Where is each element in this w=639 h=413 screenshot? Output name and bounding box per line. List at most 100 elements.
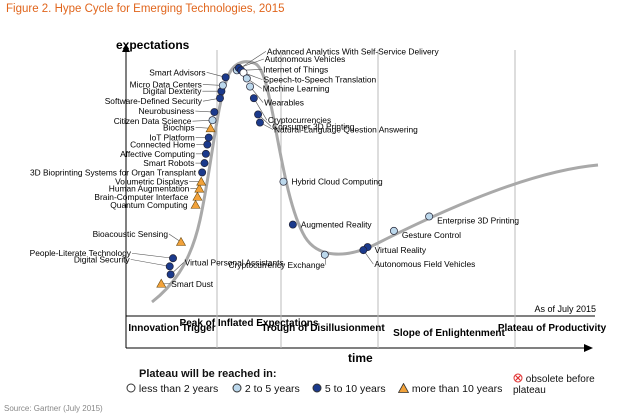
label-3d-bioprinting-systems-for-organ-transplant: 3D Bioprinting Systems for Organ Transpl… — [30, 167, 197, 177]
label-hybrid-cloud-computing: Hybrid Cloud Computing — [291, 177, 383, 187]
point-bioacoustic-sensing — [175, 236, 187, 246]
label-augmented-reality: Augmented Reality — [301, 220, 373, 230]
label-consumer-3d-printing: Consumer 3D Printing — [272, 121, 355, 131]
label-enterprise-3d-printing: Enterprise 3D Printing — [437, 215, 519, 225]
label-autonomous-field-vehicles: Autonomous Field Vehicles — [374, 259, 475, 269]
label-internet-of-things: Internet of Things — [263, 64, 328, 74]
phase-label: Slope of Enlightenment — [393, 328, 505, 339]
point-cryptocurrency-exchange — [320, 250, 329, 259]
point-enterprise-3d-printing — [425, 212, 434, 221]
x-axis-label: time — [348, 351, 373, 365]
label-autonomous-vehicles: Autonomous Vehicles — [265, 54, 346, 64]
phase-label: Trough of Disillusionment — [261, 323, 385, 334]
label-natural-language-question-answering: Natural-Language Question Answering — [274, 125, 418, 135]
source-note: Source: Gartner (July 2015) — [4, 404, 103, 413]
label-citizen-data-science: Citizen Data Science — [114, 116, 192, 126]
point-digital-security — [165, 262, 174, 271]
label-wearables: Wearables — [264, 98, 304, 108]
point-connected-home — [203, 140, 212, 149]
label-smart-dust: Smart Dust — [171, 279, 214, 289]
label-biochips: Biochips — [163, 122, 195, 132]
label-smart-advisors: Smart Advisors — [149, 67, 205, 77]
label-advanced-analytics-with-self-service-delivery: Advanced Analytics With Self-Service Del… — [267, 46, 440, 56]
legend-item-2to5: 2 to 5 years — [232, 383, 300, 395]
point-volumetric-displays — [196, 176, 207, 186]
point-virtual-personal-assistants — [166, 270, 175, 279]
legend-marker-lt2 — [126, 383, 136, 393]
point-speech-to-speech-translation — [239, 68, 248, 77]
point-natural-language-question-answering — [256, 118, 264, 127]
leader-line — [131, 252, 174, 259]
point-citizen-data-science — [208, 116, 217, 125]
legend-marker-gt10 — [397, 382, 410, 393]
leader-line — [238, 58, 264, 69]
leader-line — [130, 259, 170, 267]
point-quantum-computing — [190, 199, 201, 209]
legend-label-lt2: less than 2 years — [138, 383, 219, 395]
label-cryptocurrencies: Cryptocurrencies — [268, 115, 331, 125]
legend-item-5to10: 5 to 10 years — [312, 383, 386, 395]
legend-label-5to10: 5 to 10 years — [324, 383, 386, 395]
label-cryptocurrency-exchange: Cryptocurrency Exchange — [228, 260, 325, 270]
label-software-defined-security: Software-Defined Security — [105, 96, 203, 106]
label-digital-dexterity: Digital Dexterity — [143, 86, 202, 96]
as-of-note: As of July 2015 — [534, 304, 596, 314]
point-neurobusiness — [210, 108, 219, 117]
point-human-augmentation — [194, 183, 205, 193]
label-iot-platform: IoT Platform — [149, 133, 194, 143]
point-smart-advisors — [221, 73, 230, 82]
label-people-literate-technology: People-Literate Technology — [30, 248, 132, 258]
point-people-literate-technology — [169, 254, 177, 263]
point-software-defined-security — [216, 94, 224, 103]
label-virtual-reality: Virtual Reality — [375, 245, 427, 255]
label-neurobusiness: Neurobusiness — [138, 106, 194, 116]
label-volumetric-displays: Volumetric Displays — [115, 177, 188, 187]
label-human-augmentation: Human Augmentation — [109, 184, 190, 194]
legend-label-2to5: 2 to 5 years — [244, 383, 300, 395]
point-smart-robots — [200, 159, 209, 168]
label-quantum-computing: Quantum Computing — [110, 200, 188, 210]
point-consumer-3d-printing — [254, 110, 263, 119]
label-brain-computer-interface: Brain-Computer Interface — [94, 192, 188, 202]
phase-label: Peak of Inflated Expectations — [180, 318, 319, 329]
point-iot-platform — [204, 133, 213, 142]
point-cryptocurrencies — [249, 94, 258, 103]
label-digital-security: Digital Security — [74, 254, 131, 264]
legend-marker-5to10 — [312, 383, 322, 393]
point-smart-dust — [156, 278, 167, 288]
leader-line — [253, 98, 268, 121]
point-augmented-reality — [288, 220, 297, 229]
legend-item-gt10: more than 10 years — [397, 382, 503, 395]
label-affective-computing: Affective Computing — [120, 149, 195, 159]
legend-label-obsolete: obsolete before plateau — [513, 374, 595, 396]
point-machine-learning — [242, 74, 251, 83]
label-gesture-control: Gesture Control — [402, 230, 461, 240]
data-marks: Smart Dust Virtual Personal Assistants Dig… — [30, 46, 520, 288]
point-gesture-control — [389, 226, 398, 235]
legend-marker-obsolete — [513, 373, 523, 383]
point-autonomous-field-vehicles — [359, 246, 368, 255]
point-wearables — [246, 82, 255, 91]
point-biochips — [205, 123, 216, 133]
y-axis-label: expectations — [116, 38, 190, 52]
label-bioacoustic-sensing: Bioacoustic Sensing — [93, 229, 169, 239]
legend-item-lt2: less than 2 years — [126, 383, 218, 395]
point-hybrid-cloud-computing — [279, 177, 288, 186]
legend-label-gt10: more than 10 years — [411, 383, 503, 395]
label-virtual-personal-assistants: Virtual Personal Assistants — [185, 257, 284, 267]
point-3d-bioprinting-systems-for-organ-transplant — [198, 168, 207, 177]
point-micro-data-centers — [218, 81, 227, 90]
label-smart-robots: Smart Robots — [143, 158, 194, 168]
label-speech-to-speech-translation: Speech-to-Speech Translation — [264, 75, 377, 85]
x-axis-arrow — [584, 344, 593, 352]
label-machine-learning: Machine Learning — [263, 83, 330, 93]
y-axis-arrow — [122, 44, 130, 52]
hype-curve — [151, 60, 599, 304]
phase-label: Plateau of Productivity — [498, 323, 607, 334]
phase-label: Innovation Trigger — [128, 323, 215, 334]
point-brain-computer-interface — [192, 191, 203, 201]
legend-title: Plateau will be reached in: — [139, 368, 277, 380]
point-affective-computing — [201, 149, 210, 158]
label-connected-home: Connected Home — [130, 140, 196, 150]
